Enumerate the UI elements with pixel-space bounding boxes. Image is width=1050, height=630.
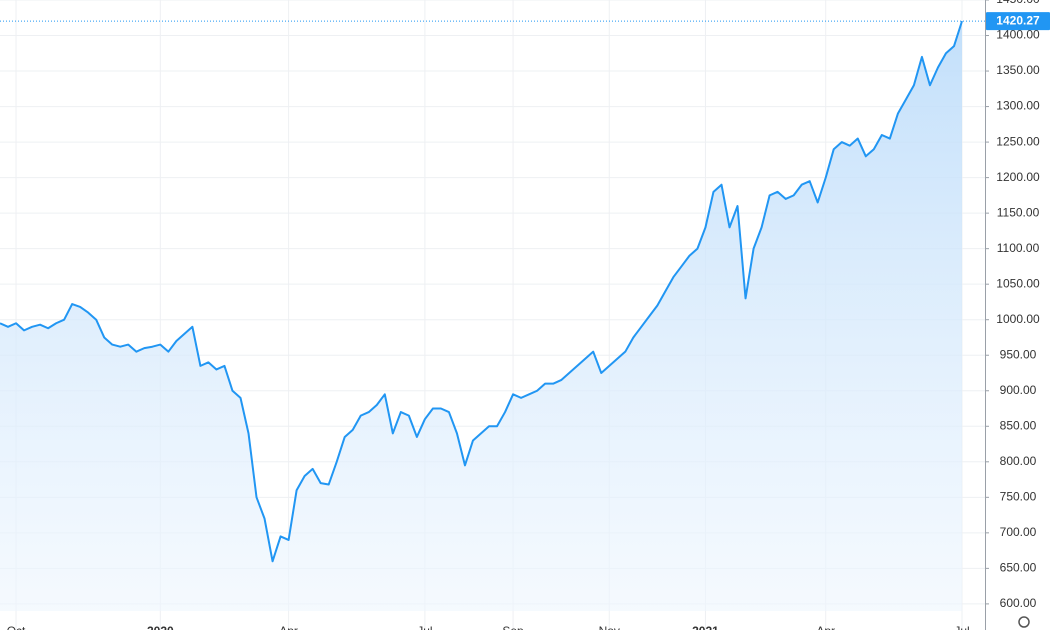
x-tick-label: Apr xyxy=(816,624,835,630)
y-tick-label: 1250.00 xyxy=(996,134,1040,148)
y-tick-label: 1450.00 xyxy=(996,0,1040,6)
y-tick-label: 1300.00 xyxy=(996,99,1040,113)
y-tick-label: 1050.00 xyxy=(996,276,1040,290)
y-tick-label: 1350.00 xyxy=(996,63,1040,77)
last-price-label: 1420.27 xyxy=(996,13,1040,27)
x-tick-label: Nov xyxy=(599,624,620,630)
plot xyxy=(0,20,985,612)
y-tick-label: 750.00 xyxy=(1000,489,1037,503)
y-tick-label: 1400.00 xyxy=(996,28,1040,42)
line xyxy=(0,20,963,563)
y-tick-label: 600.00 xyxy=(1000,596,1037,610)
x-tick-label: Jul xyxy=(954,624,969,630)
gear[interactable] xyxy=(1018,616,1030,628)
y-tick-label: 1100.00 xyxy=(997,241,1040,255)
y-tick-label: 1200.00 xyxy=(996,170,1040,184)
x-tick-label: 2020 xyxy=(147,624,174,630)
y-tick-label: 700.00 xyxy=(1000,525,1037,539)
settings-icon[interactable] xyxy=(1018,616,1030,628)
y-tick-label: 650.00 xyxy=(1000,561,1037,575)
x-tick-label: Jul xyxy=(417,624,432,630)
y-tick-label: 850.00 xyxy=(1000,418,1037,432)
area-fill xyxy=(0,21,962,612)
x-tick-label: Sep xyxy=(502,624,524,630)
y-tick-label: 900.00 xyxy=(1000,383,1037,397)
y-tick-label: 1000.00 xyxy=(996,312,1040,326)
last-price-box xyxy=(986,12,1050,31)
x-tick-label: Apr xyxy=(279,624,298,630)
y-tick-label: 950.00 xyxy=(1000,347,1037,361)
x-tick-label: 2021 xyxy=(692,624,719,630)
x-tick-label: Oct xyxy=(7,624,26,630)
y-tick-label: 1150.00 xyxy=(997,205,1040,219)
axes: 600.00 650.00 700.00 750.00 800.00 850.00 900.… xyxy=(7,0,1050,630)
y-tick-label: 800.00 xyxy=(1000,454,1037,468)
